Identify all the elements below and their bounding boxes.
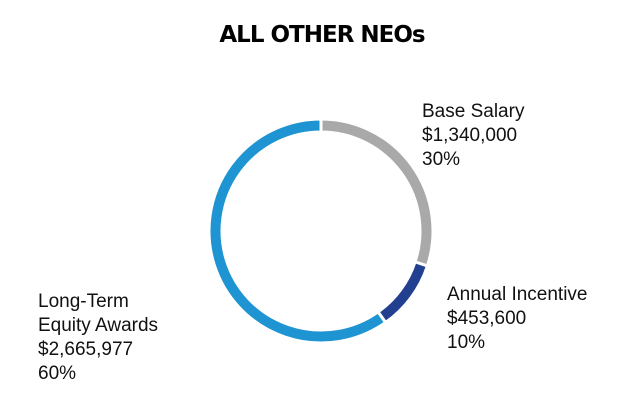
label-base-salary-name: Base Salary xyxy=(422,101,525,122)
label-annual-incentive-value: $453,600 xyxy=(447,308,527,329)
label-long-term-equity-value: $2,665,977 xyxy=(38,339,134,360)
label-annual-incentive-percent: 10% xyxy=(447,332,486,353)
label-base-salary-value: $1,340,000 xyxy=(422,125,518,146)
label-base-salary-percent: 30% xyxy=(422,149,461,170)
label-long-term-equity: Long-Term Equity Awards $2,665,977 60% xyxy=(38,290,158,386)
label-base-salary: Base Salary $1,340,000 30% xyxy=(422,100,524,172)
label-long-term-equity-percent: 60% xyxy=(38,363,77,384)
donut-slice-base-salary xyxy=(319,117,435,268)
label-long-term-equity-name-line1: Long-Term xyxy=(38,291,129,312)
donut-slice-long-term-equity-awards xyxy=(207,117,388,345)
donut-slice-annual-incentive xyxy=(375,259,430,325)
label-annual-incentive: Annual Incentive $453,600 10% xyxy=(447,283,588,355)
chart-title: ALL OTHER NEOs xyxy=(219,22,425,48)
label-long-term-equity-name-line2: Equity Awards xyxy=(38,315,159,336)
label-annual-incentive-name: Annual Incentive xyxy=(447,284,588,305)
